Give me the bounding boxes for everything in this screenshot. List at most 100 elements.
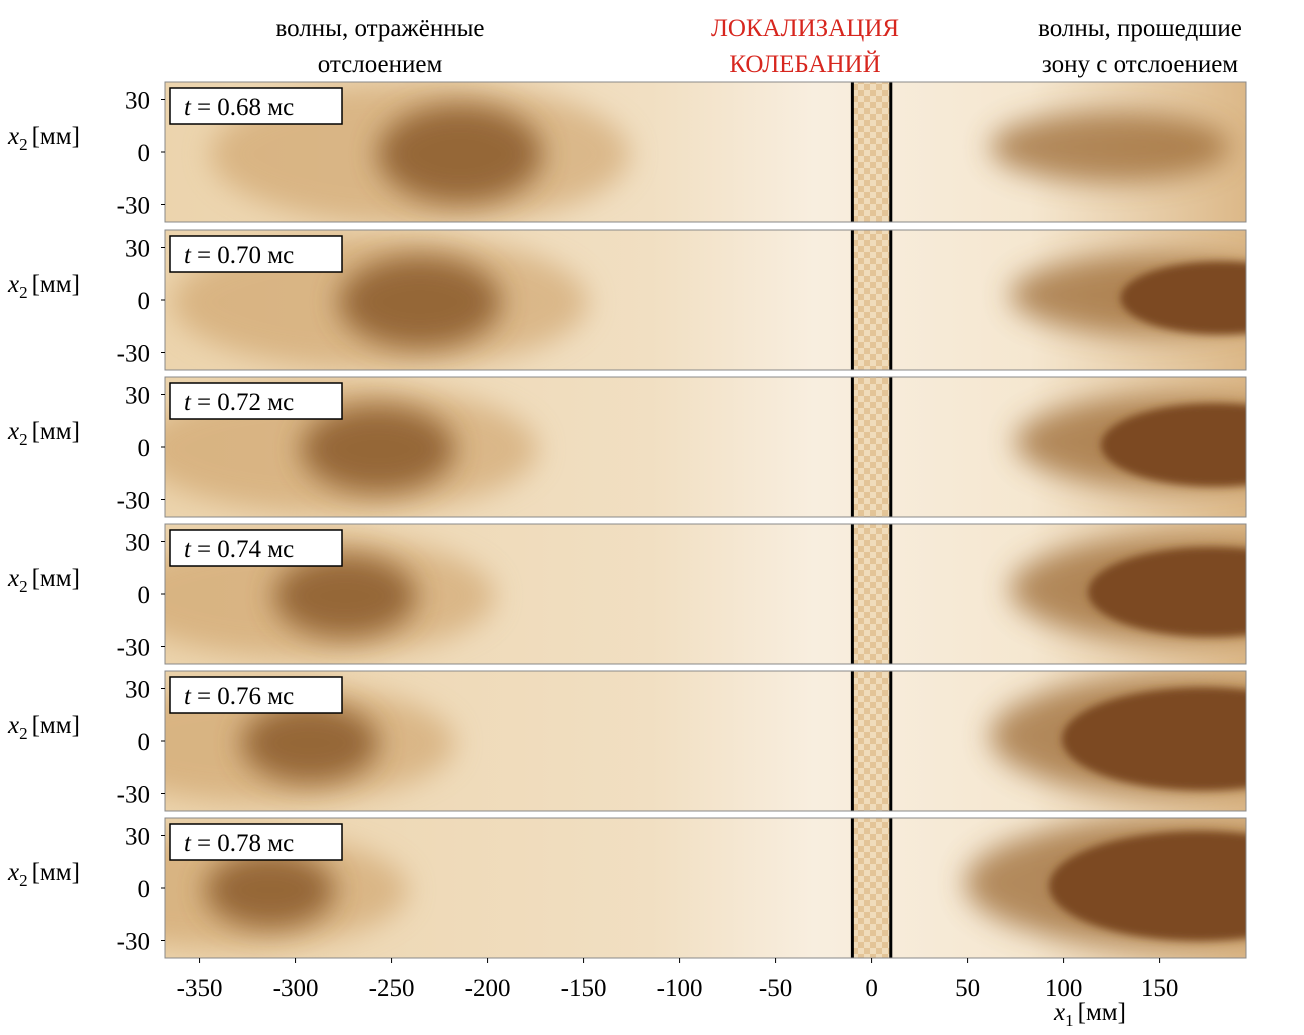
axis-label-part: 2 [19, 724, 28, 743]
heatmap-blob [274, 554, 417, 637]
heatmap-strip [852, 377, 890, 517]
header-text: КОЛЕБАНИЙ [729, 50, 880, 78]
panel-label-part: = 0.76 мс [197, 683, 294, 710]
panel-label-part: = 0.68 мс [197, 94, 294, 121]
axis-label-part: [мм] [32, 418, 80, 445]
axis-label: x2[мм] [7, 859, 80, 890]
y-tick-label: -30 [117, 929, 150, 956]
x-tick-label: 50 [955, 975, 980, 1002]
axis-label-part: [мм] [32, 859, 80, 886]
axis-label-part: 1 [1065, 1011, 1074, 1030]
axis-label: x2[мм] [7, 418, 80, 449]
axis-label-part: [мм] [1078, 999, 1126, 1026]
heatmap-strip [852, 82, 890, 222]
y-tick-label: -30 [117, 193, 150, 220]
panel-label-part: t [184, 389, 192, 416]
heatmap-strip [852, 230, 890, 370]
y-tick-label: -30 [117, 635, 150, 662]
axis-label-part: x [1053, 999, 1065, 1026]
y-tick-label: 0 [138, 729, 151, 756]
axis-label-part: [мм] [32, 123, 80, 150]
axis-label-part: [мм] [32, 712, 80, 739]
header-text: волны, отражённые [276, 15, 485, 42]
axis-label-part: 2 [19, 135, 28, 154]
y-tick-label: 30 [125, 236, 150, 263]
heatmap-strip [852, 671, 890, 811]
axis-label-part: 2 [19, 577, 28, 596]
axis-label-part: x [7, 418, 19, 445]
panel-label: t= 0.76 мс [184, 683, 294, 710]
panel: t= 0.68 мс 30 0 -30 x2[мм] [7, 82, 1246, 226]
heatmap-blob [339, 256, 502, 349]
y-tick-label: -30 [117, 488, 150, 515]
x-tick-label: -350 [177, 975, 223, 1002]
heatmap-blob [205, 852, 335, 929]
panel-label: t= 0.72 мс [184, 389, 294, 416]
x-tick-label: -100 [657, 975, 703, 1002]
axis-label: x2[мм] [7, 712, 80, 743]
axis-label: x2[мм] [7, 565, 80, 596]
heatmap-blob [378, 104, 543, 203]
y-tick-label: 30 [125, 530, 150, 557]
panel-label-part: t [184, 242, 192, 269]
panel-label-part: = 0.74 мс [197, 536, 294, 563]
heatmap-blob [241, 703, 379, 783]
panel: t= 0.78 мс 30 0 -30 x2[мм] [7, 818, 1304, 958]
heatmap-blob [990, 112, 1230, 182]
x-tick-label: -250 [369, 975, 415, 1002]
panel-label-part: = 0.78 мс [197, 830, 294, 857]
axis-label-part: x [7, 859, 19, 886]
axis-label: x2[мм] [7, 123, 80, 154]
y-tick-label: -30 [117, 341, 150, 368]
header-text: зону с отслоением [1042, 51, 1238, 78]
axis-label-part: 2 [19, 283, 28, 302]
axis-label-part: 2 [19, 430, 28, 449]
x-tick-label: 100 [1045, 975, 1083, 1002]
y-tick-label: 0 [138, 435, 151, 462]
panel-label-part: t [184, 830, 192, 857]
panel-label-part: = 0.70 мс [197, 242, 294, 269]
panel-label: t= 0.68 мс [184, 94, 294, 121]
panel-label-part: t [184, 683, 192, 710]
axis-label-part: 2 [19, 871, 28, 890]
heatmap-strip [852, 524, 890, 664]
x-tick-label: -150 [561, 975, 607, 1002]
panel-label-part: t [184, 536, 192, 563]
x-tick-label: -50 [759, 975, 792, 1002]
x-tick-label: 150 [1141, 975, 1179, 1002]
panel: t= 0.72 мс 30 0 -30 x2[мм] [7, 377, 1304, 517]
header-text: отслоением [318, 51, 443, 78]
header-text: ЛОКАЛИЗАЦИЯ [711, 15, 899, 42]
figure: волны, отражённые отслоением ЛОКАЛИЗАЦИЯ КО… [0, 0, 1304, 1030]
x-tick-label: -200 [465, 975, 511, 1002]
axis-label-part: x [7, 712, 19, 739]
axis-label: x1[мм] [1053, 999, 1126, 1030]
panel-label: t= 0.78 мс [184, 830, 294, 857]
header-text: волны, прошедшие [1038, 15, 1242, 42]
panel-label: t= 0.74 мс [184, 536, 294, 563]
y-tick-label: 0 [138, 582, 151, 609]
panel-label-part: = 0.72 мс [197, 389, 294, 416]
x-tick-label: -300 [273, 975, 319, 1002]
y-tick-label: 0 [138, 876, 151, 903]
y-tick-label: 0 [138, 140, 151, 167]
heatmap-strip [852, 818, 890, 958]
axis-label-part: [мм] [32, 565, 80, 592]
y-tick-label: 30 [125, 383, 150, 410]
panel-label-part: t [184, 94, 192, 121]
y-tick-label: 30 [125, 677, 150, 704]
panel: t= 0.70 мс 30 0 -30 x2[мм] [7, 230, 1304, 370]
axis-label-part: x [7, 271, 19, 298]
x-tick-label: 0 [865, 975, 878, 1002]
y-tick-label: 30 [125, 824, 150, 851]
axis-label-part: x [7, 123, 19, 150]
axis-label-part: [мм] [32, 271, 80, 298]
y-tick-label: 0 [138, 288, 151, 315]
axis-label-part: x [7, 565, 19, 592]
y-tick-label: -30 [117, 782, 150, 809]
y-tick-label: 30 [125, 88, 150, 115]
axis-label: x2[мм] [7, 271, 80, 302]
panel: t= 0.76 мс 30 0 -30 x2[мм] [7, 671, 1304, 811]
panel-label: t= 0.70 мс [184, 242, 294, 269]
panel: t= 0.74 мс 30 0 -30 x2[мм] [7, 524, 1304, 664]
